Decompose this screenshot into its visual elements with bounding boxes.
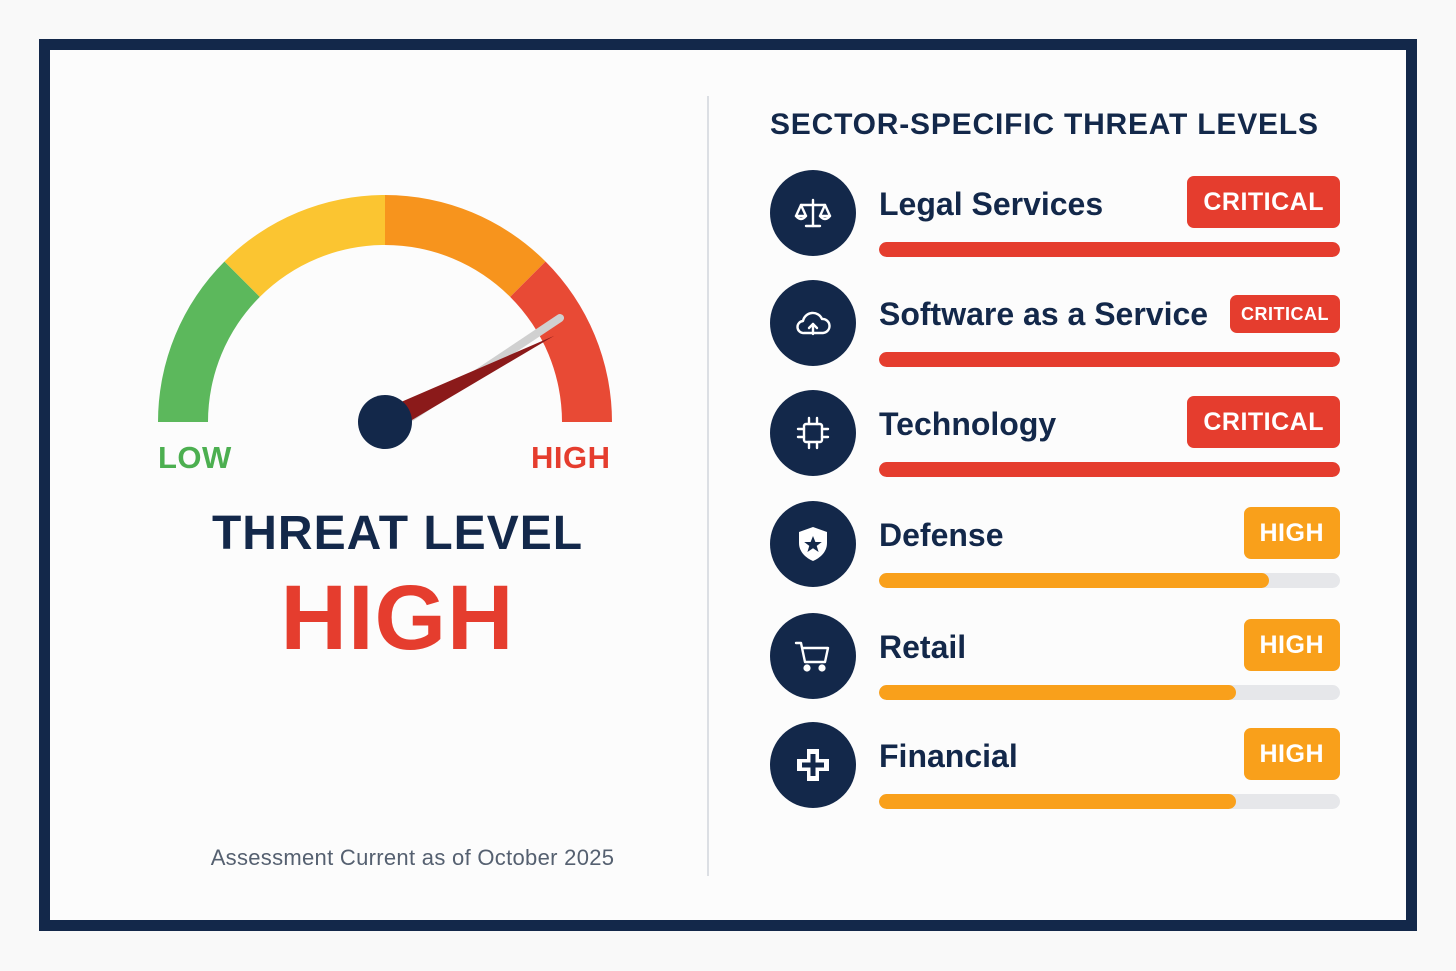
sector-row-retail: Retail HIGH: [770, 613, 1342, 703]
threat-level-value: HIGH: [280, 567, 515, 669]
sector-name: Retail: [879, 629, 967, 665]
sector-level-bar: [879, 573, 1340, 588]
dashboard-frame: [39, 39, 1417, 931]
sector-level-bar: [879, 352, 1340, 367]
chip-icon: [770, 390, 856, 476]
gauge-high-label: HIGH: [531, 440, 611, 475]
gauge-hub: [358, 395, 412, 449]
sector-level-badge: CRITICAL: [1230, 295, 1340, 333]
sector-row-legal-services: Legal Services CRITICAL: [770, 170, 1342, 260]
sector-level-badge: HIGH: [1243, 507, 1340, 559]
sector-name: Legal Services: [879, 186, 1104, 222]
sector-level-badge: CRITICAL: [1187, 176, 1340, 228]
shopping-cart-icon: [770, 613, 856, 699]
sector-level-badge: CRITICAL: [1187, 396, 1340, 448]
sector-name: Software as a Service: [879, 296, 1209, 332]
sector-level-badge: HIGH: [1243, 728, 1340, 780]
scales-icon: [770, 170, 856, 256]
sector-level-fill: [879, 685, 1237, 700]
sector-row-financial: Financial HIGH: [770, 722, 1342, 812]
sector-level-fill: [879, 573, 1269, 588]
sector-level-bar: [879, 794, 1340, 809]
threat-gauge: [158, 195, 612, 449]
sector-name: Defense: [879, 517, 1004, 553]
sector-row-saas: Software as a Service CRITICAL: [770, 280, 1342, 370]
sector-level-fill: [879, 352, 1340, 367]
threat-level-title: THREAT LEVEL: [211, 507, 584, 560]
panel-divider: [707, 96, 709, 876]
sector-name: Technology: [879, 406, 1057, 442]
sector-row-technology: Technology CRITICAL: [770, 390, 1342, 480]
sector-name: Financial: [879, 738, 1018, 774]
sector-level-fill: [879, 794, 1237, 809]
gauge-segment: [158, 261, 260, 422]
sector-heading: SECTOR-SPECIFIC THREAT LEVELS: [770, 108, 1319, 141]
gauge-segment: [385, 195, 546, 297]
gauge-needle: [379, 335, 555, 433]
sector-level-bar: [879, 462, 1340, 477]
sector-level-fill: [879, 462, 1340, 477]
sector-row-defense: Defense HIGH: [770, 501, 1342, 591]
sector-level-fill: [879, 242, 1340, 257]
sector-level-bar: [879, 242, 1340, 257]
medical-cross-icon: [770, 722, 856, 808]
sector-level-badge: HIGH: [1243, 619, 1340, 671]
assessment-footnote: Assessment Current as of October 2025: [210, 845, 615, 870]
gauge-segment: [510, 261, 612, 422]
shield-star-icon: [770, 501, 856, 587]
cloud-upload-icon: [770, 280, 856, 366]
gauge-low-label: LOW: [158, 440, 232, 475]
sector-level-bar: [879, 685, 1340, 700]
gauge-segment: [224, 195, 385, 297]
